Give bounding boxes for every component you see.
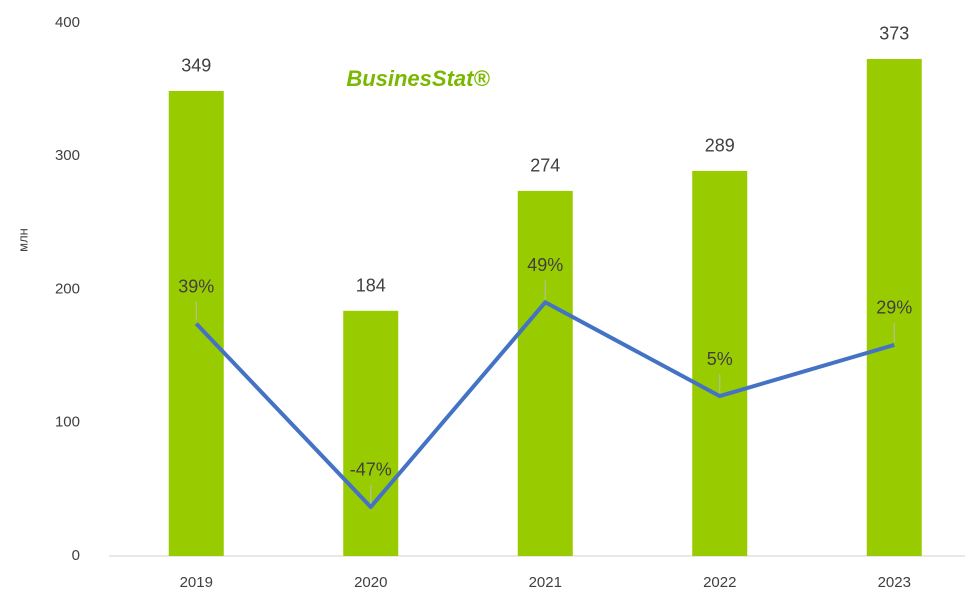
x-tick-label: 2020: [354, 574, 387, 591]
y-tick-label: 400: [55, 14, 80, 31]
line-label: 39%: [178, 276, 214, 296]
bar: [343, 310, 399, 556]
x-tick-label: 2021: [529, 574, 562, 591]
x-tick-label: 2023: [878, 574, 911, 591]
line-label: -47%: [350, 460, 392, 480]
line: [194, 300, 895, 509]
bar-label: 184: [356, 276, 386, 296]
line-label: 29%: [876, 298, 912, 318]
y-tick-label: 0: [72, 547, 80, 564]
x-tick-label: 2022: [703, 574, 736, 591]
y-tick-label: 100: [55, 414, 80, 431]
y-axis-label: млн: [15, 228, 30, 252]
line-label: 49%: [527, 255, 563, 275]
watermark: BusinesStat®: [346, 66, 490, 91]
bar-label: 373: [879, 24, 909, 44]
bar: [866, 58, 922, 556]
bar: [168, 90, 224, 557]
line-label: 5%: [707, 349, 733, 369]
bar: [692, 170, 748, 556]
bar-label: 274: [530, 156, 560, 176]
bar-label: 289: [705, 136, 735, 156]
x-tick-label: 2019: [180, 574, 213, 591]
bar: [517, 190, 573, 556]
y-tick-label: 300: [55, 147, 80, 164]
bar-label: 349: [181, 56, 211, 76]
y-tick-label: 200: [55, 280, 80, 297]
